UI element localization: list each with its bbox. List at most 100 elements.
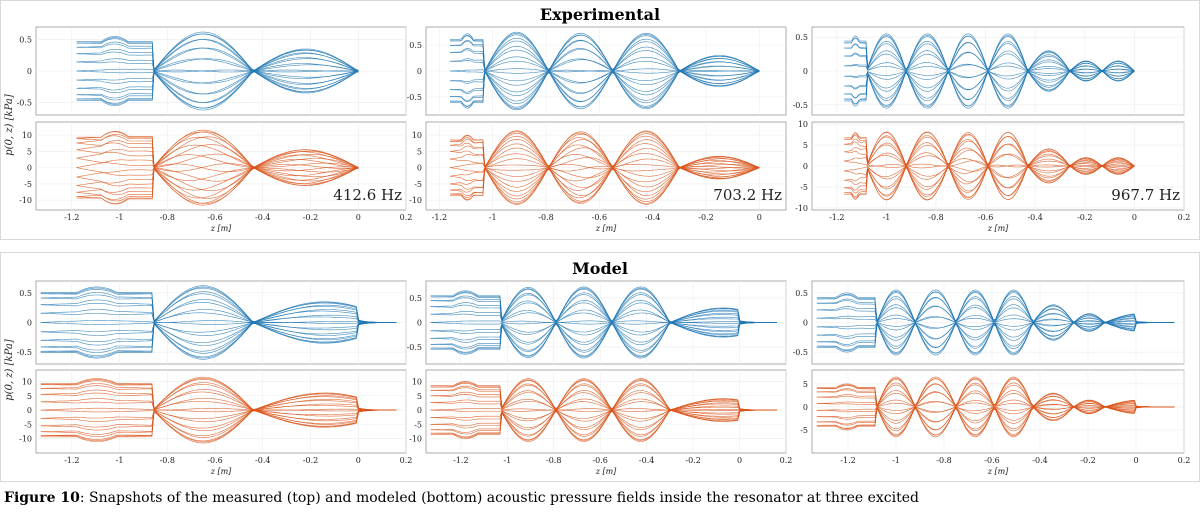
model-col1-top-snapshot-line xyxy=(40,322,397,360)
exp-col1-bottom-series xyxy=(76,129,359,206)
model-col1-bottom-snapshot-line xyxy=(40,376,397,411)
model-col1-bottom-series xyxy=(40,376,397,444)
exp-col1-bottom-xtick-label: 0 xyxy=(356,213,361,222)
exp-col3-top-ytick-label: -0.5 xyxy=(793,101,808,110)
model-col3-top-ytick-label: 0.5 xyxy=(795,289,808,298)
exp-col1-top-snapshot-line xyxy=(76,71,359,111)
exp-col2-top-snapshot-line xyxy=(449,71,760,104)
model-col1-bottom-xtick-label: -0.8 xyxy=(160,456,175,465)
exp-col1-bottom-snapshot-line xyxy=(76,131,359,168)
model-col2-bottom-snapshot-line xyxy=(430,398,777,411)
model-col1-top-snapshot-line xyxy=(40,320,397,325)
model-col1-bottom-snapshot-line xyxy=(40,383,397,411)
model-col2-bottom-snapshot-line xyxy=(430,390,777,411)
exp-col2-bottom-snapshot-line xyxy=(449,167,760,203)
model-col3-top-ytick-label: 0 xyxy=(803,319,808,328)
model-col2-bottom-xtick-label: 0 xyxy=(737,456,742,465)
model-col1-bottom-ytick-label: -5 xyxy=(24,420,32,429)
model-col1-top-snapshot-line xyxy=(40,299,397,323)
model-col3-bottom-snapshot-line xyxy=(816,406,1175,432)
exp-col2-top-snapshot-line xyxy=(450,46,760,71)
exp-col2-top-snapshot-line xyxy=(449,68,760,74)
model-col3-top-snapshot-line xyxy=(816,304,1175,323)
model-col2-bottom-snapshot-line xyxy=(430,408,777,412)
exp-col1-bottom-snapshot-line xyxy=(76,163,359,176)
exp-col3-bottom-snapshot-line xyxy=(844,143,1135,167)
exp-ylabel: p(0, z) [kPa] xyxy=(4,94,15,156)
model-col1-top-snapshot-line xyxy=(40,322,397,359)
model-col1-bottom-snapshot-line xyxy=(40,398,397,411)
model-col3-bottom-xtick-label: -0.2 xyxy=(1080,456,1095,465)
exp-col2-bottom-xlabel: z [m] xyxy=(595,224,617,233)
model-col2-bottom-snapshot-line xyxy=(430,409,777,430)
model-col3-bottom-xtick-label: -1 xyxy=(892,456,900,465)
model-col1-top-snapshot-line xyxy=(40,322,397,346)
model-col2-bottom-snapshot-line xyxy=(430,409,777,441)
exp-col2-top-ytick-label: 0 xyxy=(417,67,422,76)
model-ylabel: p(0, z) [kPa] xyxy=(4,339,15,401)
model-col1-bottom-snapshot-line xyxy=(40,389,397,411)
model-col1-bottom-snapshot-line xyxy=(40,409,397,423)
exp-col1-bottom-snapshot-line xyxy=(76,167,359,196)
model-col1-bottom-ytick-label: -10 xyxy=(19,435,32,444)
model-col1-bottom-snapshot-line xyxy=(40,409,397,431)
model-col3-bottom-xtick-label: 0.2 xyxy=(1178,456,1191,465)
model-col1-bottom-xtick-label: -1 xyxy=(116,456,124,465)
exp-col1-top-ytick-label: -0.5 xyxy=(17,98,32,107)
exp-col3-bottom-snapshot-line xyxy=(844,165,1135,189)
exp-col2-bottom-snapshot-line xyxy=(449,148,760,168)
exp-col3-bottom-snapshot-line xyxy=(844,132,1135,167)
exp-col1-bottom-snapshot-line xyxy=(76,149,359,168)
model-col1-bottom-xtick-label: 0 xyxy=(356,456,361,465)
model-col1-top-snapshot-line xyxy=(40,322,397,336)
model-col1-top-snapshot-line xyxy=(40,322,397,336)
exp-col2-bottom-snapshot-line xyxy=(449,133,760,168)
model-col3-bottom-xtick-label: -0.8 xyxy=(936,456,951,465)
exp-col2-bottom-snapshot-line xyxy=(449,167,760,188)
exp-col3-bottom-ytick-label: 10 xyxy=(798,120,808,129)
exp-col1-bottom-ytick-label: 10 xyxy=(22,131,32,140)
exp-col1-bottom-snapshot-line xyxy=(76,167,359,202)
exp-col1-top-snapshot-line xyxy=(76,47,359,71)
model-col1-top-snapshot-line xyxy=(40,320,397,325)
exp-col1-bottom-xtick-label: -0.8 xyxy=(160,213,175,222)
model-col2-bottom-snapshot-line xyxy=(430,409,777,442)
exp-col3-bottom-xtick-label: -0.8 xyxy=(928,213,943,222)
exp-col3-bottom-xtick-label: -1.2 xyxy=(829,213,844,222)
model-col3-bottom-xtick-label: 0 xyxy=(1133,456,1138,465)
exp-col2-top-ytick-label: 0.5 xyxy=(409,41,422,50)
exp-col1-top-snapshot-line xyxy=(76,71,359,95)
model-col1-bottom-snapshot-line xyxy=(40,382,397,411)
exp-col2-top-snapshot-line xyxy=(450,34,760,71)
exp-col3-top-snapshot-line xyxy=(844,41,1135,72)
caption-label: Figure 10 xyxy=(4,490,80,506)
model-col3-top-ytick-label: -0.5 xyxy=(793,348,808,357)
exp-col1-bottom-frequency-label: 412.6 Hz xyxy=(333,186,402,204)
model-col1-bottom-snapshot-line xyxy=(40,378,397,411)
pressure-field-figure: -0.500.5-1.2 -1 -0.8 -0.6 -0.4 -0.2 0 0.2-10-50… xyxy=(4,26,1191,476)
exp-col1-bottom-snapshot-line xyxy=(76,153,359,168)
exp-col1-bottom-snapshot-line xyxy=(76,167,359,191)
exp-col1-bottom-snapshot-line xyxy=(76,167,359,206)
model-col3-bottom-snapshot-line xyxy=(816,377,1175,408)
exp-col1-top-snapshot-line xyxy=(76,31,359,71)
model-col2-bottom-xtick-label: -0.8 xyxy=(546,456,561,465)
exp-col2-bottom-snapshot-line xyxy=(449,133,760,168)
exp-col1-bottom-xtick-label: -1.2 xyxy=(64,213,79,222)
model-col2-bottom-snapshot-line xyxy=(430,399,777,411)
model-title: Model xyxy=(572,259,628,278)
model-col1-bottom-snapshot-line xyxy=(40,379,397,411)
exp-col2-bottom-ytick-label: -10 xyxy=(409,196,422,205)
exp-col3-bottom-ytick-label: -5 xyxy=(800,183,808,192)
exp-col1-bottom-snapshot-line xyxy=(76,167,359,182)
model-col2-bottom-xtick-label: -1 xyxy=(503,456,511,465)
exp-col2-bottom-xtick-label: -0.4 xyxy=(645,213,660,222)
exp-col1-bottom-xtick-label: -0.4 xyxy=(255,213,270,222)
model-col1-bottom-snapshot-line xyxy=(40,409,397,431)
exp-col2-bottom-snapshot-line xyxy=(449,138,760,168)
exp-col2-bottom-xtick-label: 0 xyxy=(757,213,762,222)
model-col2-bottom-ytick-label: -5 xyxy=(414,420,422,429)
exp-col2-bottom-ytick-label: 5 xyxy=(417,147,422,156)
exp-col1-bottom-snapshot-line xyxy=(76,131,359,168)
exp-col3-top-ytick-label: 0.5 xyxy=(795,33,808,42)
